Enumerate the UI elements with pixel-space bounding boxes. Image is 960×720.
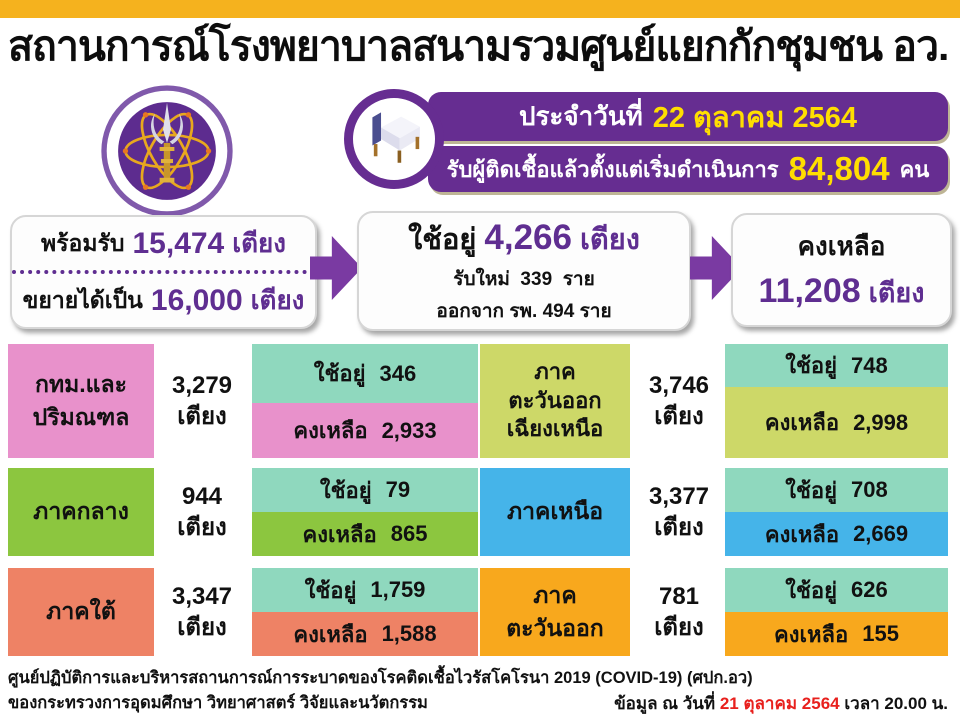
region-beds-north: 3,377 เตียง: [648, 482, 710, 541]
arrow-right-icon: [310, 236, 362, 300]
region-beds-south: 3,347 เตียง: [171, 582, 233, 641]
region-name-east: ภาค ตะวันออก: [480, 568, 630, 656]
mhesi-ministry-seal-logo: [100, 84, 234, 218]
region-name-northeast: ภาค ตะวันออก เฉียงเหนือ: [480, 344, 630, 458]
region-stats-central: ใช้อยู่ 79 คงเหลือ 865: [252, 468, 478, 556]
region-stats-south: ใช้อยู่ 1,759 คงเหลือ 1,588: [252, 568, 478, 656]
region-beds-northeast: 3,746 เตียง: [648, 371, 710, 430]
remaining-stat: คงเหลือ 1,588: [252, 612, 478, 656]
ready-beds-box: พร้อมรับ 15,474 เตียง ขยายได้เป็น 16,000…: [10, 215, 317, 329]
cumulative-banner: รับผู้ติดเชื้อแล้วตั้งแต่เริ่มดำเนินการ …: [428, 146, 948, 192]
date-banner-value: 22 ตุลาคม 2564: [652, 101, 858, 134]
region-stats-northeast: ใช้อยู่ 748 คงเหลือ 2,998: [725, 344, 948, 458]
asof-date: 21 ตุลาคม 2564: [719, 694, 840, 713]
remaining-stat: คงเหลือ 865: [252, 512, 478, 556]
in-use-stat: ใช้อยู่ 708: [725, 468, 948, 512]
footer-organization: ศูนย์ปฏิบัติการและบริหารสถานการณ์การระบา…: [8, 666, 753, 716]
in-use-stat: ใช้อยู่ 1,759: [252, 568, 478, 612]
date-banner-label: ประจำวันที่: [518, 101, 643, 131]
region-name-central: ภาคกลาง: [8, 468, 154, 556]
region-beds-central: 944 เตียง: [177, 482, 227, 541]
ready-line: พร้อมรับ 15,474 เตียง: [41, 226, 286, 260]
footer-data-asof: ข้อมูล ณ วันที่ 21 ตุลาคม 2564 เวลา 20.0…: [614, 694, 948, 713]
in-use-stat: ใช้อยู่ 346: [252, 344, 478, 404]
remaining-stat: คงเหลือ 155: [725, 612, 948, 656]
remaining-stat: คงเหลือ 2,669: [725, 512, 948, 556]
date-banner: ประจำวันที่ 22 ตุลาคม 2564: [428, 92, 948, 141]
region-name-north: ภาคเหนือ: [480, 468, 630, 556]
cumulative-value: 84,804: [788, 150, 890, 187]
in-use-stat: ใช้อยู่ 626: [725, 568, 948, 612]
page-title: สถานการณ์โรงพยาบาลสนามรวมศูนย์แยกกักชุมช…: [8, 23, 949, 69]
footer-org-line1: ศูนย์ปฏิบัติการและบริหารสถานการณ์การระบา…: [8, 669, 753, 687]
region-beds-east: 781 เตียง: [654, 582, 704, 641]
top-yellow-bar: [0, 0, 960, 18]
bed-badge: [344, 89, 444, 189]
in-use-beds-box: ใช้อยู่ 4,266 เตียง รับใหม่ 339 ราย ออกจ…: [357, 211, 691, 331]
ministry-seal-icon: [101, 85, 233, 217]
dotted-divider: [12, 270, 315, 274]
remaining-value-line: 11,208 เตียง: [758, 272, 925, 310]
region-stats-bkk: ใช้อยู่ 346 คงเหลือ 2,933: [252, 344, 478, 458]
in-use-line: ใช้อยู่ 4,266 เตียง: [408, 218, 640, 257]
cumulative-unit: คน: [899, 156, 930, 182]
footer-org-line2: ของกระทรวงการอุดมศึกษา วิทยาศาสตร์ วิจัย…: [8, 693, 428, 712]
region-stats-east: ใช้อยู่ 626 คงเหลือ 155: [725, 568, 948, 656]
region-stats-north: ใช้อยู่ 708 คงเหลือ 2,669: [725, 468, 948, 556]
cumulative-label: รับผู้ติดเชื้อแล้วตั้งแต่เริ่มดำเนินการ: [446, 156, 779, 182]
in-use-stat: ใช้อยู่ 748: [725, 344, 948, 388]
region-beds-bkk: 3,279 เตียง: [171, 371, 233, 430]
new-admissions-line: รับใหม่ 339 ราย: [453, 269, 595, 290]
discharged-line: ออกจาก รพ. 494 ราย: [436, 301, 612, 322]
in-use-stat: ใช้อยู่ 79: [252, 468, 478, 512]
remaining-label-line: คงเหลือ: [797, 231, 886, 261]
hospital-bed-icon: [372, 112, 420, 163]
remaining-stat: คงเหลือ 2,933: [252, 403, 478, 458]
remaining-stat: คงเหลือ 2,998: [725, 387, 948, 458]
remaining-beds-box: คงเหลือ 11,208 เตียง: [731, 213, 952, 327]
region-name-bkk: กทม.และ ปริมณฑล: [8, 344, 154, 458]
expandable-line: ขยายได้เป็น 16,000 เตียง: [22, 283, 305, 317]
region-name-south: ภาคใต้: [8, 568, 154, 656]
